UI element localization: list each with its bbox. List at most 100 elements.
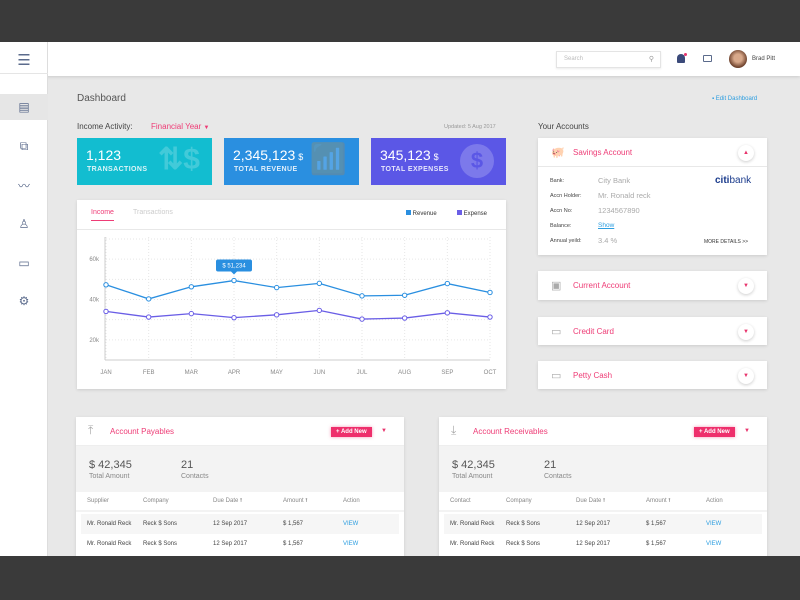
view-link[interactable]: VIEW [706, 541, 722, 547]
view-link[interactable]: VIEW [343, 521, 359, 527]
column-header: Action [706, 498, 723, 504]
table-row: Mr. Ronald Reck Reck $ Sons 12 Sep 2017 $ 1… [76, 534, 404, 554]
caret-down-icon[interactable]: ▼ [381, 428, 387, 434]
avatar[interactable] [729, 50, 747, 68]
data-point [231, 314, 237, 321]
table-cell: Mr. Ronald Reck [450, 521, 495, 527]
x-tick-label: APR [228, 370, 241, 376]
contacts-label: Contacts [181, 473, 209, 480]
add-new-button[interactable]: + Add New [331, 427, 372, 437]
add-new-button[interactable]: + Add New [694, 427, 735, 437]
stat-card-revenue[interactable]: 2,345,123 $ TOTAL REVENUE 📶 [224, 138, 359, 185]
data-point [359, 316, 365, 322]
sidebar-item-reports[interactable]: ▤ [0, 94, 48, 120]
table-cell: Reck $ Sons [506, 541, 541, 547]
petty-cash-card[interactable]: ▭ Petty Cash ▼ [538, 361, 767, 389]
summary: $ 42,345 Total Amount 21 Contacts [439, 446, 767, 492]
contacts-count: 21 [544, 459, 557, 471]
period-dropdown[interactable]: Financial Year ▼ [151, 122, 209, 131]
data-point [401, 315, 408, 321]
table-cell: $ 1,567 [283, 541, 304, 547]
expand-chevron-icon[interactable]: ▼ [738, 278, 754, 294]
field-label: Annual yeild: [550, 238, 582, 244]
view-link[interactable]: VIEW [706, 521, 722, 527]
tooltip-arrow [231, 271, 237, 275]
more-details-link[interactable]: MORE DETAILS >> [704, 239, 749, 245]
account-payables-card: ⤒ Account Payables + Add New ▼ $ 42,345 … [76, 417, 404, 556]
data-point [316, 280, 323, 287]
updated-text: Updated: 5 Aug 2017 [444, 124, 496, 130]
user-name[interactable]: Brad Pitt [752, 56, 776, 62]
sidebar-item-user[interactable]: ♙ [0, 211, 48, 237]
account-title: Petty Cash [573, 371, 613, 380]
field-value: 3.4 % [598, 236, 618, 245]
column-header: Company [506, 498, 532, 504]
legend-swatch [406, 210, 411, 215]
contacts-label: Contacts [544, 473, 572, 480]
menu-toggle-icon[interactable]: ☰ [0, 46, 48, 74]
sidebar-item-folder[interactable]: ▭ [0, 250, 48, 276]
contacts-count: 21 [181, 459, 194, 471]
credit-card-card[interactable]: ▭ Credit Card ▼ [538, 317, 767, 345]
show-balance-link[interactable]: Show [598, 222, 615, 229]
caret-down-icon[interactable]: ▼ [744, 428, 750, 434]
series-line-revenue [105, 279, 491, 300]
view-link[interactable]: VIEW [343, 541, 359, 547]
stat-card-expenses[interactable]: 345,123 $ TOTAL EXPENSES $ [371, 138, 506, 185]
x-tick-label: MAY [270, 370, 283, 376]
legend-revenue: Revenue [406, 210, 437, 217]
notification-bell-icon[interactable] [677, 53, 687, 63]
table-header: Supplier Company Due Date ⭱ Amount ⭱ Action [76, 492, 404, 512]
sidebar-item-settings[interactable]: ⚙ [0, 288, 48, 314]
data-point [359, 293, 365, 299]
data-point [188, 310, 195, 317]
tab-transactions[interactable]: Transactions [133, 209, 173, 216]
column-header: Action [343, 498, 360, 504]
card-title: Account Payables [110, 427, 175, 436]
edit-dashboard-link[interactable]: ▪ Edit Dashboard [712, 96, 757, 102]
savings-account-header[interactable]: 🐖 Savings Account ▲ [538, 138, 767, 167]
user-icon: ♙ [18, 217, 30, 231]
expand-chevron-icon[interactable]: ▼ [738, 368, 754, 384]
expand-chevron-icon[interactable]: ▼ [738, 324, 754, 340]
series-line-expense [105, 309, 491, 320]
column-header[interactable]: Amount ⭱ [283, 498, 308, 504]
stat-value: 2,345,123 [233, 147, 296, 163]
savings-account-card: 🐖 Savings Account ▲ citibank Bank: City Ban… [538, 138, 767, 255]
chart-tabs: Income Transactions Revenue Expense [77, 200, 506, 230]
collapse-chevron-icon[interactable]: ▲ [738, 145, 754, 161]
x-tick-label: JAN [100, 370, 111, 376]
stat-unit: $ [433, 152, 439, 162]
card-header: ⤓ Account Receivables + Add New ▼ [439, 417, 767, 446]
table-cell: Reck $ Sons [143, 541, 178, 547]
citibank-logo: citibank [715, 175, 752, 186]
column-header: Contact [450, 498, 471, 504]
x-tick-label: JUL [357, 370, 368, 376]
stat-label: TOTAL EXPENSES [381, 166, 449, 173]
stat-card-transactions[interactable]: 1,123 TRANSACTIONS ⇅$ [77, 138, 212, 185]
field-value: 1234567890 [598, 206, 640, 215]
sidebar-item-activity[interactable]: 〰 [0, 172, 48, 198]
top-bar: Search ⚲ Brad Pitt [0, 42, 800, 76]
search-input[interactable]: Search ⚲ [556, 51, 661, 68]
sidebar-item-copy[interactable]: ⧉ [0, 133, 48, 159]
income-activity-label: Income Activity: [77, 122, 133, 131]
legend-swatch [457, 210, 462, 215]
column-header[interactable]: Amount ⭱ [646, 498, 671, 504]
column-header[interactable]: Due Date ⭱ [576, 498, 606, 504]
column-header[interactable]: Due Date ⭱ [213, 498, 243, 504]
table-cell: $ 1,567 [646, 521, 667, 527]
app: Search ⚲ Brad Pitt ☰ ▤ ⧉ 〰 ♙ ▭ ⚙ Dashboa… [0, 42, 800, 556]
search-placeholder: Search [564, 56, 584, 62]
table-cell: Mr. Ronald Reck [87, 541, 132, 547]
table-cell: $ 1,567 [283, 521, 304, 527]
data-point [273, 312, 280, 318]
tab-income[interactable]: Income [91, 209, 114, 221]
total-amount: $ 42,345 [452, 459, 495, 471]
current-account-card[interactable]: ▣ Current Account ▼ [538, 271, 767, 300]
data-point [145, 296, 152, 302]
legend-label: Expense [463, 211, 488, 217]
message-icon[interactable] [703, 55, 712, 62]
income-chart-card: Income Transactions Revenue Expense JAN F… [77, 200, 506, 389]
period-value: Financial Year [151, 122, 202, 131]
